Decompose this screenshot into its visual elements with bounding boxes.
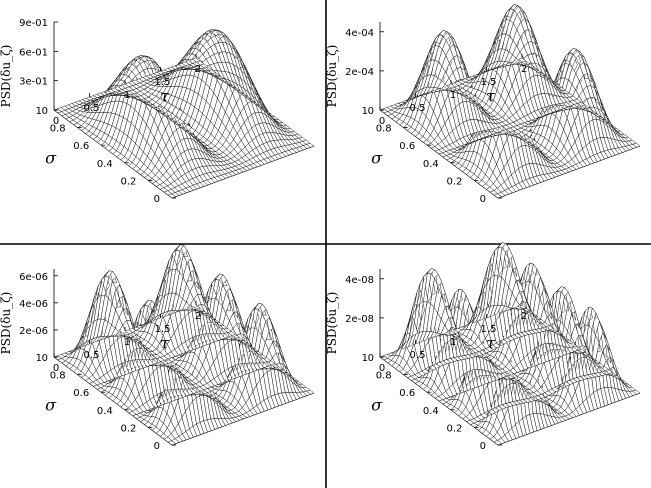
sigma-tick-label: 0 xyxy=(480,441,486,452)
tau-tick-label: 2 xyxy=(521,311,527,322)
z-tick-label: 2e-06 xyxy=(19,326,48,337)
sigma-tick-label: 0 xyxy=(154,194,160,205)
z-tick-label: 4e-04 xyxy=(345,28,374,39)
sigma-tick-label: 0.8 xyxy=(376,371,392,382)
tau-tick-label: 0.5 xyxy=(410,103,426,114)
tau-tick-label: 1 xyxy=(124,337,130,348)
z-tick-label: 4e-06 xyxy=(19,299,48,310)
tau-axis-label: τ xyxy=(486,86,496,105)
z-axis-label: PSD(δu_ζ) xyxy=(0,292,13,355)
tau-tick-label: 1 xyxy=(124,90,130,101)
tau-tick-label: 2 xyxy=(521,64,527,75)
tau-axis-label: τ xyxy=(486,333,496,352)
panel-top-left: 00.20.40.60.8100.511.5203e-016e-019e-01σ… xyxy=(0,18,315,205)
tau-tick-label: 0 xyxy=(53,116,59,127)
tau-tick-label: 1 xyxy=(450,337,456,348)
sigma-tick-label: 0.6 xyxy=(399,141,415,152)
sigma-tick-label: 0.2 xyxy=(120,423,136,434)
z-tick-label: 3e-01 xyxy=(19,77,48,88)
z-axis-label: PSD(δu_ζ) xyxy=(0,45,13,108)
sigma-tick-label: 0.6 xyxy=(73,141,89,152)
sigma-tick-label: 0.8 xyxy=(50,371,66,382)
panel-top-right: 00.20.40.60.8100.511.5202e-044e-04στPSD(… xyxy=(325,4,641,205)
sigma-tick-label: 0 xyxy=(154,441,160,452)
sigma-tick-label: 1 xyxy=(36,106,42,117)
sigma-tick-label: 0.2 xyxy=(446,423,462,434)
sigma-tick-label: 0.2 xyxy=(446,176,462,187)
sigma-tick-label: 0.8 xyxy=(376,124,392,135)
z-tick-label: 6e-01 xyxy=(19,47,48,58)
z-axis-label: PSD(δu_ζ) xyxy=(325,45,339,108)
tau-tick-label: 1 xyxy=(450,90,456,101)
z-tick-label: 2e-08 xyxy=(345,314,374,325)
panel-bottom-left: 00.20.40.60.8100.511.5202e-064e-066e-06σ… xyxy=(0,244,315,452)
surface-mesh xyxy=(53,244,315,446)
z-tick-label: 9e-01 xyxy=(19,18,48,29)
surface-mesh xyxy=(53,29,315,199)
sigma-tick-label: 0.2 xyxy=(120,176,136,187)
tau-axis-label: τ xyxy=(160,86,170,105)
sigma-tick-label: 0.4 xyxy=(423,406,439,417)
tau-tick-label: 1.5 xyxy=(481,324,497,335)
sigma-tick-label: 1 xyxy=(362,106,368,117)
tau-tick-label: 0.5 xyxy=(84,350,100,361)
tau-tick-label: 1.5 xyxy=(481,77,497,88)
tau-tick-label: 2 xyxy=(195,311,201,322)
surface-mesh xyxy=(379,4,641,199)
tau-tick-label: 0.5 xyxy=(84,103,100,114)
z-tick-label: 0 xyxy=(368,106,374,117)
sigma-tick-label: 0.6 xyxy=(73,388,89,399)
sigma-tick-label: 0 xyxy=(480,194,486,205)
tau-tick-label: 1.5 xyxy=(155,77,171,88)
surface-mesh xyxy=(379,242,641,446)
z-tick-label: 4e-08 xyxy=(345,275,374,286)
z-tick-label: 6e-06 xyxy=(19,272,48,283)
sigma-tick-label: 0.8 xyxy=(50,124,66,135)
sigma-tick-label: 0.4 xyxy=(423,159,439,170)
tau-tick-label: 0.5 xyxy=(410,350,426,361)
z-tick-label: 0 xyxy=(368,353,374,364)
tau-tick-label: 0 xyxy=(379,363,385,374)
sigma-tick-label: 0.4 xyxy=(97,406,113,417)
tau-tick-label: 1.5 xyxy=(155,324,171,335)
z-tick-label: 2e-04 xyxy=(345,67,374,78)
sigma-axis-label: σ xyxy=(45,149,57,168)
sigma-tick-label: 0.6 xyxy=(399,388,415,399)
panel-bottom-right: 00.20.40.60.8100.511.5202e-084e-08στPSD(… xyxy=(325,242,641,452)
z-axis-label: PSD(δu_ζ) xyxy=(325,292,339,355)
sigma-axis-label: σ xyxy=(371,149,383,168)
tau-axis-label: τ xyxy=(160,333,170,352)
sigma-tick-label: 1 xyxy=(362,353,368,364)
sigma-axis-label: σ xyxy=(371,396,383,415)
sigma-tick-label: 1 xyxy=(36,353,42,364)
tau-tick-label: 2 xyxy=(195,64,201,75)
tau-tick-label: 0 xyxy=(379,116,385,127)
z-tick-label: 0 xyxy=(42,106,48,117)
z-tick-label: 0 xyxy=(42,353,48,364)
tau-tick-label: 0 xyxy=(53,363,59,374)
sigma-tick-label: 0.4 xyxy=(97,159,113,170)
sigma-axis-label: σ xyxy=(45,396,57,415)
